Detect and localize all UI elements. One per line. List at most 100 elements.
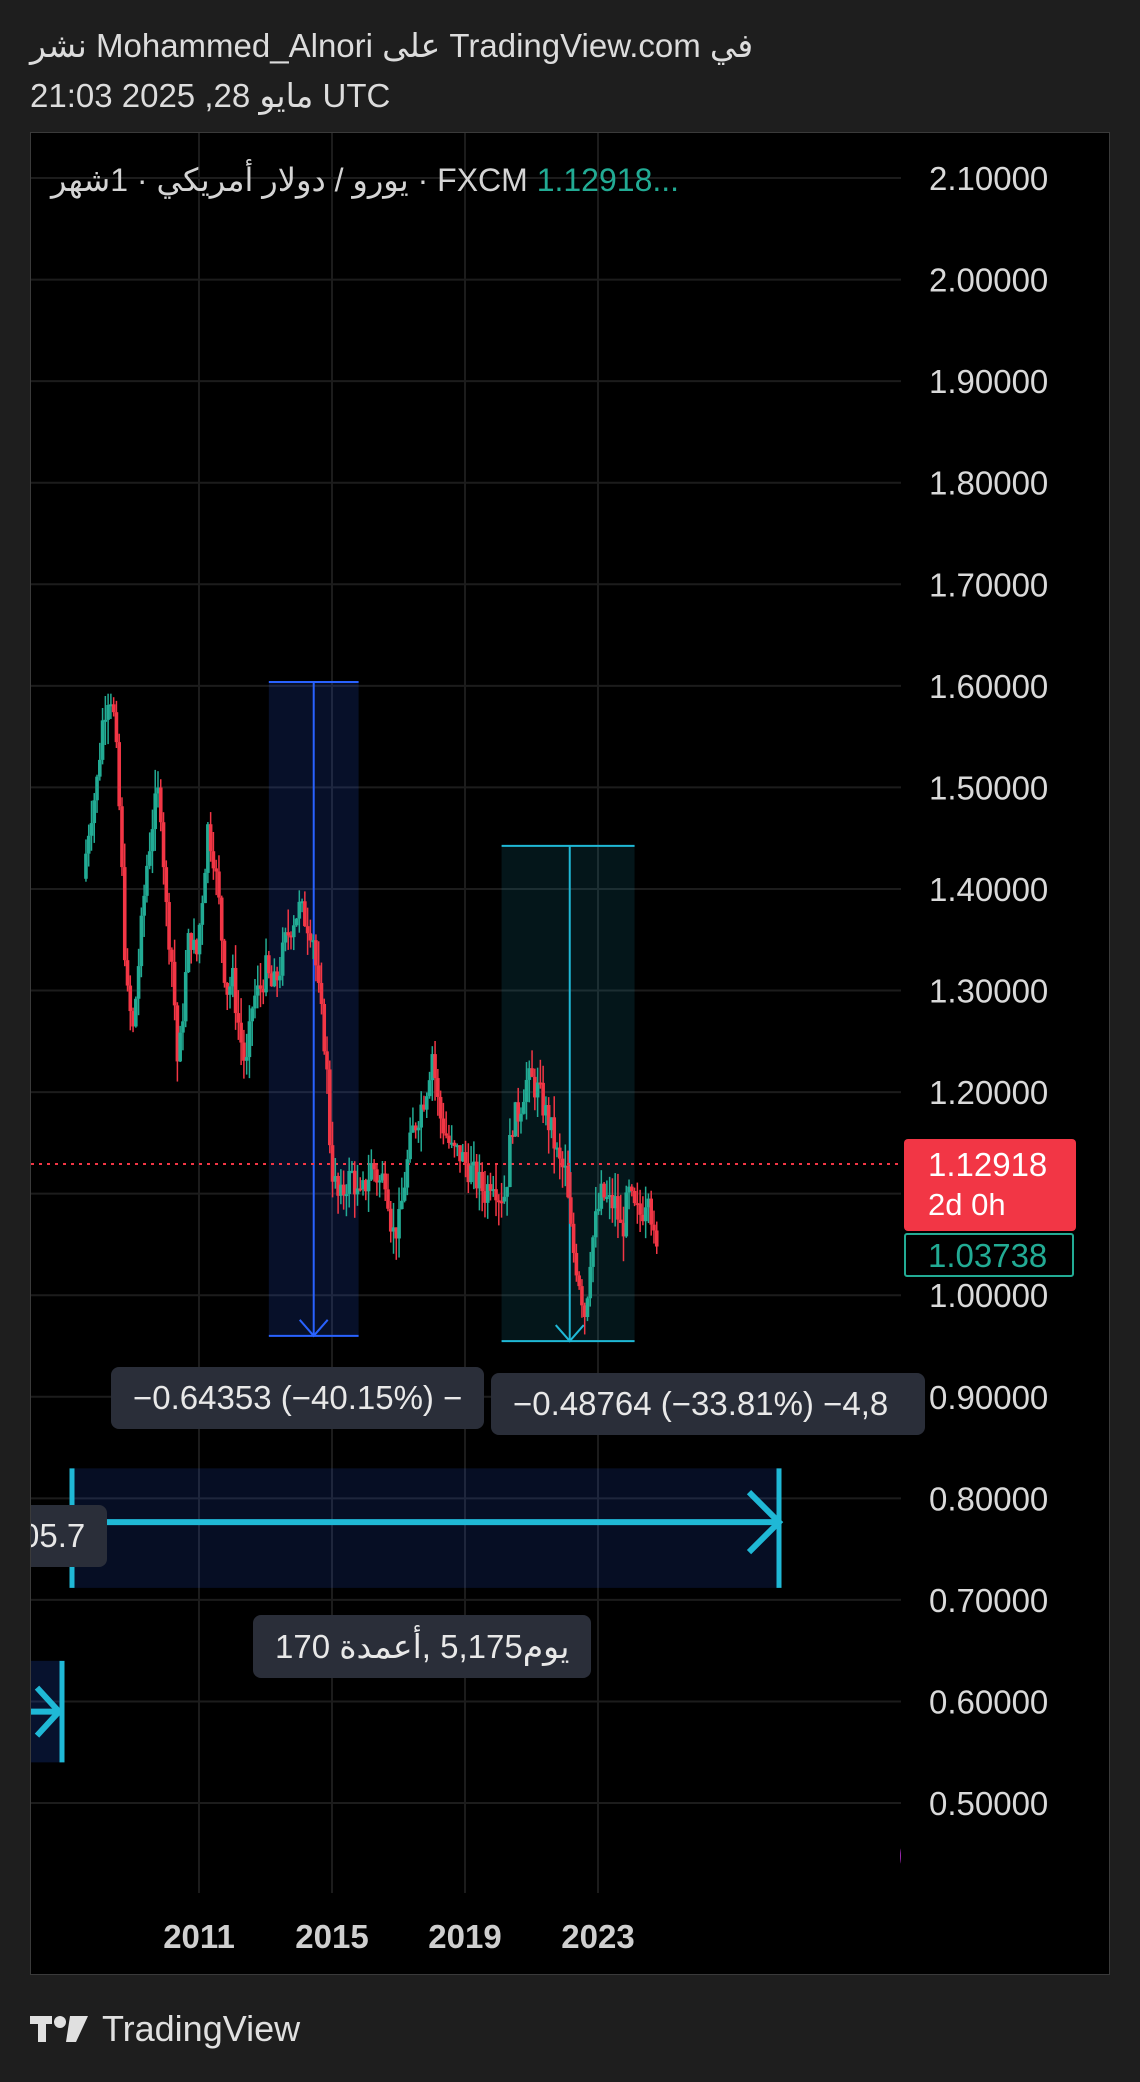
candle-body — [219, 897, 224, 941]
candle — [242, 1029, 246, 1079]
candle-body — [433, 1054, 437, 1079]
candle-body — [267, 955, 271, 974]
candle-body — [383, 1173, 387, 1190]
candle-body — [275, 971, 279, 981]
candle-body — [214, 868, 218, 872]
candle — [336, 1172, 340, 1214]
candle-body — [352, 1170, 357, 1195]
candle — [375, 1163, 379, 1196]
candle-body — [591, 1237, 595, 1267]
candle-body — [242, 1042, 246, 1061]
candle-body — [300, 901, 304, 904]
candle — [566, 1150, 570, 1199]
candle — [449, 1125, 454, 1149]
candle-body — [297, 901, 302, 919]
measure-label-2[interactable]: −0.48764 (−33.81%) −4,8 — [491, 1373, 925, 1435]
candle — [563, 1144, 568, 1187]
span-bars-label[interactable]: يوم5,175 ,أعمدة 170 — [253, 1615, 592, 1678]
candle — [610, 1178, 615, 1223]
y-tick-label: 0.80000 — [929, 1480, 1048, 1517]
candle — [552, 1096, 557, 1174]
candle — [571, 1212, 576, 1263]
candle-body — [643, 1207, 648, 1222]
candle-body — [311, 940, 315, 943]
candle-body — [627, 1186, 631, 1193]
candle — [352, 1161, 357, 1218]
candle-body — [447, 1135, 451, 1143]
chart-canvas[interactable]: 2.10000 2.00000 1.90000 1.80000 1.70000 1.600… — [31, 133, 1110, 1975]
candle — [441, 1102, 446, 1145]
candle — [178, 1025, 182, 1063]
candle-body — [533, 1076, 537, 1098]
candle — [247, 1005, 252, 1079]
candle — [189, 932, 194, 964]
countdown-value: 2d 0h — [928, 1187, 1006, 1222]
candle — [472, 1141, 476, 1190]
footer-brand-text: TradingView — [102, 2008, 301, 2049]
candle-body — [460, 1152, 465, 1162]
candle — [211, 831, 216, 880]
candle — [95, 774, 99, 813]
measure-label-1[interactable]: −0.64353 (−40.15%) − — [111, 1367, 485, 1429]
candle — [325, 1036, 329, 1094]
candle — [521, 1089, 526, 1115]
candle-body — [303, 901, 307, 927]
candle — [158, 779, 163, 832]
candle-body — [494, 1189, 498, 1201]
candle-body — [264, 955, 268, 993]
candle — [400, 1177, 404, 1210]
candle-body — [541, 1082, 545, 1116]
chart-frame[interactable]: 2.10000 2.00000 1.90000 1.80000 1.70000 1.600… — [30, 132, 1110, 1975]
candle-body — [563, 1165, 568, 1168]
date-range-arrowhead — [746, 1490, 784, 1555]
candle — [283, 927, 288, 952]
candle — [394, 1227, 399, 1260]
candle-body — [197, 924, 202, 955]
candle — [646, 1193, 651, 1224]
candle-body — [621, 1222, 626, 1237]
candle-body — [402, 1187, 407, 1201]
candle-body — [361, 1180, 365, 1190]
candle — [225, 982, 230, 1011]
candle — [607, 1176, 612, 1220]
candle — [602, 1181, 606, 1201]
candle-body — [499, 1201, 504, 1204]
y-tick-label: 1.50000 — [929, 769, 1048, 806]
candle — [505, 1186, 509, 1216]
symbol-legend[interactable]: يورو / دولار أمريكي · 1شهر · FXCM 1.1291… — [51, 161, 679, 199]
candle — [150, 809, 155, 874]
candle-body — [239, 1022, 243, 1043]
footer-brand[interactable]: TradingView — [30, 2008, 300, 2050]
candle — [585, 1296, 590, 1322]
candle-body — [330, 1145, 335, 1182]
candle — [641, 1196, 645, 1226]
candle — [616, 1173, 620, 1239]
y-tick-label: 0.60000 — [929, 1683, 1048, 1720]
measure-arrowhead-1 — [298, 1319, 329, 1338]
candle — [455, 1143, 460, 1157]
candle — [596, 1192, 601, 1215]
candle — [319, 962, 324, 1015]
candle — [122, 843, 127, 967]
candle — [621, 1206, 626, 1262]
candle-body — [638, 1203, 642, 1215]
span-label-left[interactable]: 05.7 — [31, 1505, 108, 1567]
candle-body — [358, 1188, 363, 1191]
y-tick-label: 1.90000 — [929, 363, 1048, 400]
candle-body — [206, 824, 210, 873]
candle — [386, 1173, 390, 1212]
candle-body — [231, 967, 235, 987]
candle — [120, 797, 124, 876]
candle-body — [535, 1082, 540, 1098]
candle-body — [294, 918, 299, 926]
candle — [278, 957, 282, 989]
candle-body — [347, 1170, 351, 1195]
candle — [577, 1271, 581, 1290]
y-tick-label: 1.80000 — [929, 465, 1048, 502]
candle — [497, 1194, 501, 1226]
candle — [632, 1187, 637, 1207]
candle — [510, 1130, 515, 1144]
candle — [494, 1164, 498, 1217]
candle — [139, 907, 144, 978]
y-tick-label: 1.60000 — [929, 668, 1048, 705]
